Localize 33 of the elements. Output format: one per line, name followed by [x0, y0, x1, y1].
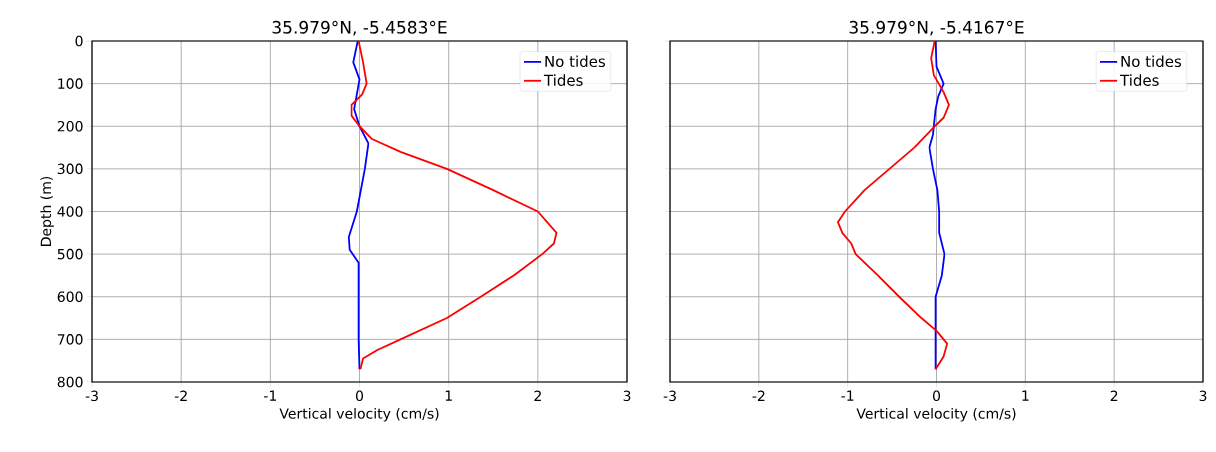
line-series [347, 41, 370, 371]
x-tick-label: -3 [85, 390, 98, 402]
y-tick-label: 600 [57, 291, 83, 303]
x-tick-label: 1 [445, 390, 452, 401]
y-tick-label: 200 [57, 120, 83, 132]
legend-label: Tides [1119, 74, 1159, 86]
x-tick-label: 0 [932, 390, 941, 402]
x-axis-title: Vertical velocity (cm/s) [279, 407, 439, 422]
y-axis-title: Depth (m) [40, 176, 54, 246]
x-tick-label: -2 [752, 390, 765, 401]
x-tick-label: -1 [841, 390, 854, 401]
x-tick-label: 1 [1022, 390, 1029, 401]
x-tick-label: -2 [174, 390, 187, 401]
y-tick-label: 100 [58, 78, 83, 89]
x-tick-label: 0 [355, 390, 364, 402]
x-axis-title: Vertical velocity (cm/s) [856, 407, 1016, 422]
y-tick-label: 0 [75, 35, 83, 47]
x-tick-label: 3 [623, 390, 631, 402]
y-tick-label: 400 [57, 206, 83, 217]
y-tick-label: 500 [57, 248, 83, 260]
x-tick-label: -3 [663, 390, 676, 402]
y-tick-label: 800 [57, 376, 83, 388]
y-tick-label: 700 [57, 334, 83, 345]
y-tick-label: 300 [57, 163, 83, 175]
legend-label: No tides [545, 55, 605, 68]
legend-label: Tides [543, 74, 583, 86]
x-tick-label: 2 [534, 390, 541, 401]
chart-title: 35.979°N, -5.4583°E [272, 20, 447, 36]
x-tick-label: -1 [264, 390, 277, 401]
chart-title: 35.979°N, -5.4167°E [849, 20, 1024, 36]
x-tick-label: 3 [1199, 390, 1207, 402]
legend-label: No tides [1121, 55, 1182, 68]
x-tick-label: 2 [1110, 390, 1118, 401]
